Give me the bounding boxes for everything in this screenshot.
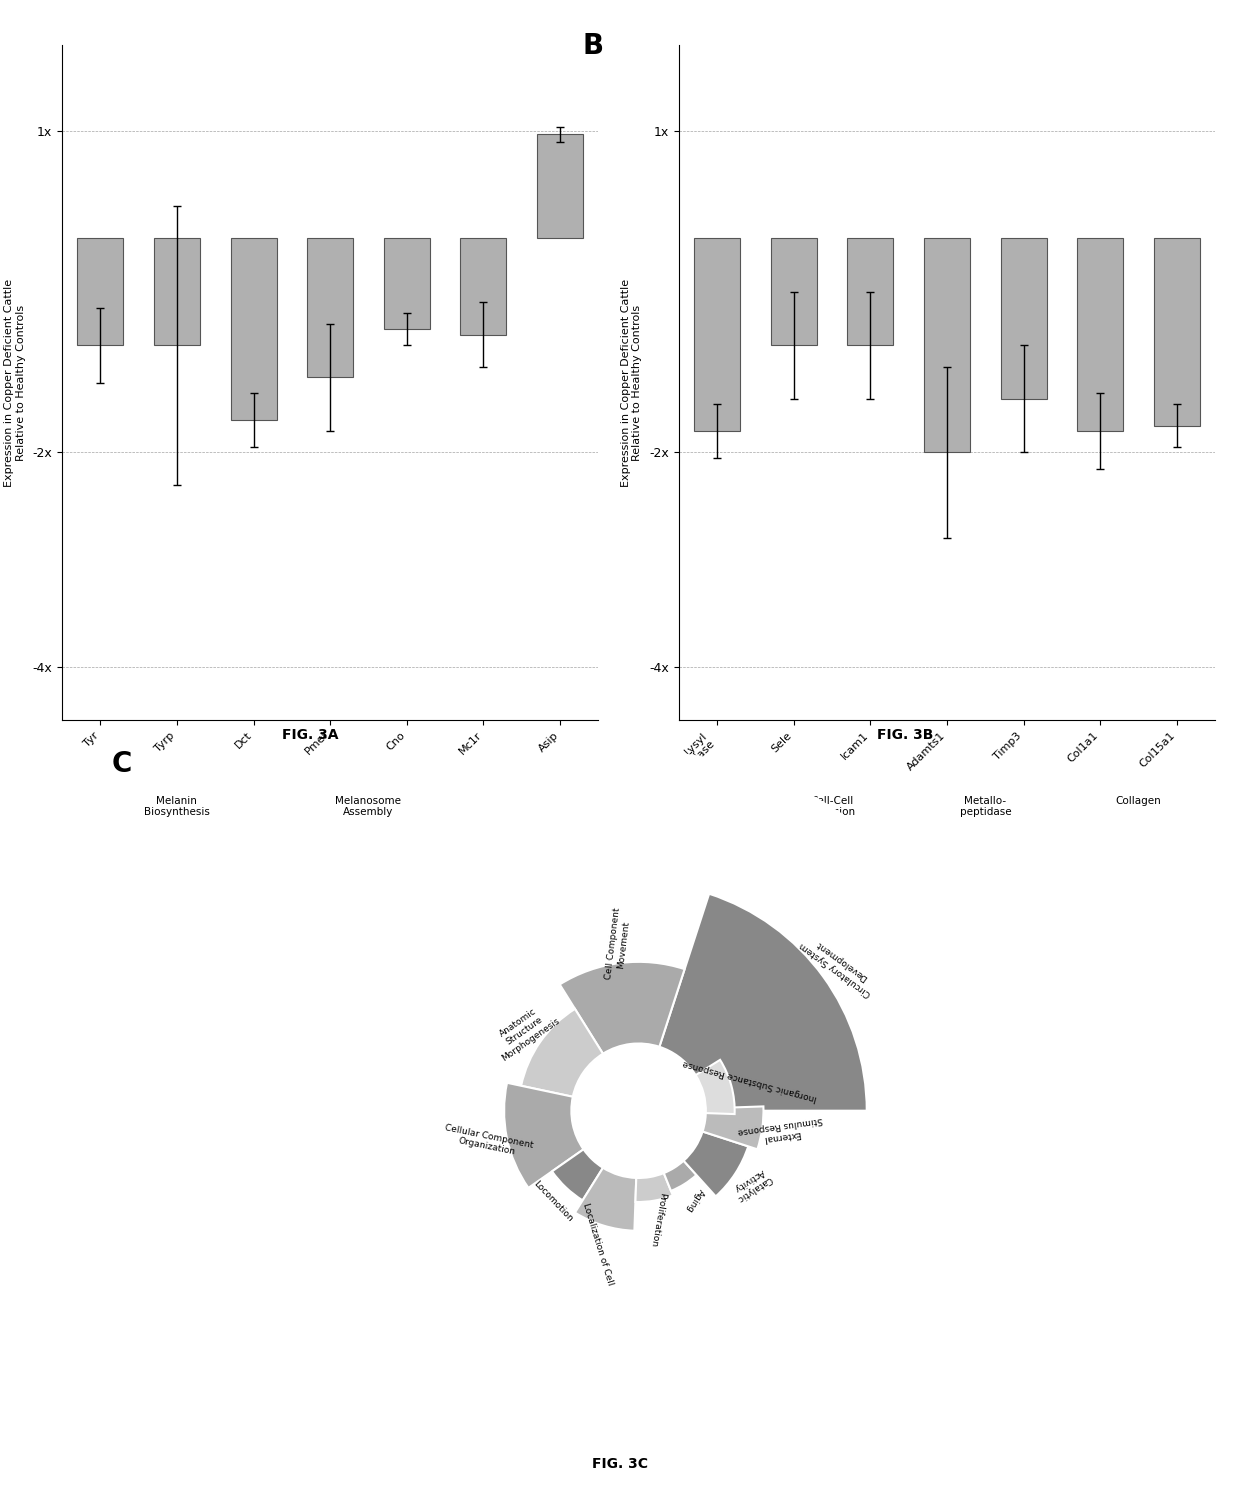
Text: FIG. 3C: FIG. 3C (591, 1457, 649, 1471)
Text: Locomotion: Locomotion (531, 1180, 574, 1223)
Text: External
Stimulus Response: External Stimulus Response (738, 1115, 825, 1147)
Bar (1001, 239, 1047, 399)
Text: Localization of Cell: Localization of Cell (582, 1202, 615, 1286)
Text: Collagen: Collagen (1116, 796, 1162, 806)
Bar (505, 1082, 584, 1187)
Y-axis label: Expression in Copper Deficient Cattle
Relative to Healthy Controls: Expression in Copper Deficient Cattle Re… (4, 279, 26, 486)
Text: Color
Signaling: Color Signaling (497, 796, 546, 817)
Text: FIG. 3A: FIG. 3A (281, 728, 339, 741)
Bar (696, 1060, 734, 1114)
Bar (694, 239, 740, 431)
Text: Circulatory System
Development: Circulatory System Development (799, 932, 879, 998)
Bar (575, 1168, 636, 1231)
Text: Melanin
Biosynthesis: Melanin Biosynthesis (144, 796, 210, 817)
Bar (521, 1009, 603, 1097)
Text: FIG. 3B: FIG. 3B (877, 728, 934, 741)
Bar (924, 239, 970, 452)
Bar (663, 1160, 697, 1190)
Bar (384, 239, 430, 329)
Bar (847, 239, 893, 345)
Text: Metallo-
peptidase: Metallo- peptidase (960, 796, 1011, 817)
Y-axis label: Expression in Copper Deficient Cattle
Relative to Healthy Controls: Expression in Copper Deficient Cattle Re… (621, 279, 642, 486)
Bar (703, 1106, 764, 1150)
Bar (154, 239, 200, 345)
Bar (231, 239, 277, 420)
Bar (559, 962, 684, 1054)
Text: Anatomic
Structure
Morphogenesis: Anatomic Structure Morphogenesis (487, 1000, 562, 1063)
Text: Inorganic Substance Response: Inorganic Substance Response (682, 1058, 818, 1103)
Text: C: C (112, 750, 131, 779)
Bar (771, 239, 817, 345)
Text: Cellular Component
Organization: Cellular Component Organization (441, 1123, 534, 1160)
Bar (537, 134, 583, 239)
Text: Cell-Cell
Adhesion: Cell-Cell Adhesion (808, 796, 856, 817)
Bar (308, 239, 353, 377)
Text: Aging: Aging (684, 1187, 706, 1214)
Text: Cell Component
Movement: Cell Component Movement (604, 907, 632, 982)
Bar (1154, 239, 1200, 426)
Text: Catalytic
Activity: Catalytic Activity (729, 1165, 774, 1202)
Bar (635, 1174, 673, 1202)
Bar (683, 1132, 748, 1196)
Bar (77, 239, 123, 345)
Text: Melanosome
Assembly: Melanosome Assembly (336, 796, 402, 817)
Text: Proliferation: Proliferation (649, 1192, 667, 1247)
Bar (660, 893, 867, 1111)
Bar (1078, 239, 1123, 431)
Bar (460, 239, 506, 335)
Text: B: B (583, 32, 604, 60)
Bar (552, 1150, 603, 1201)
